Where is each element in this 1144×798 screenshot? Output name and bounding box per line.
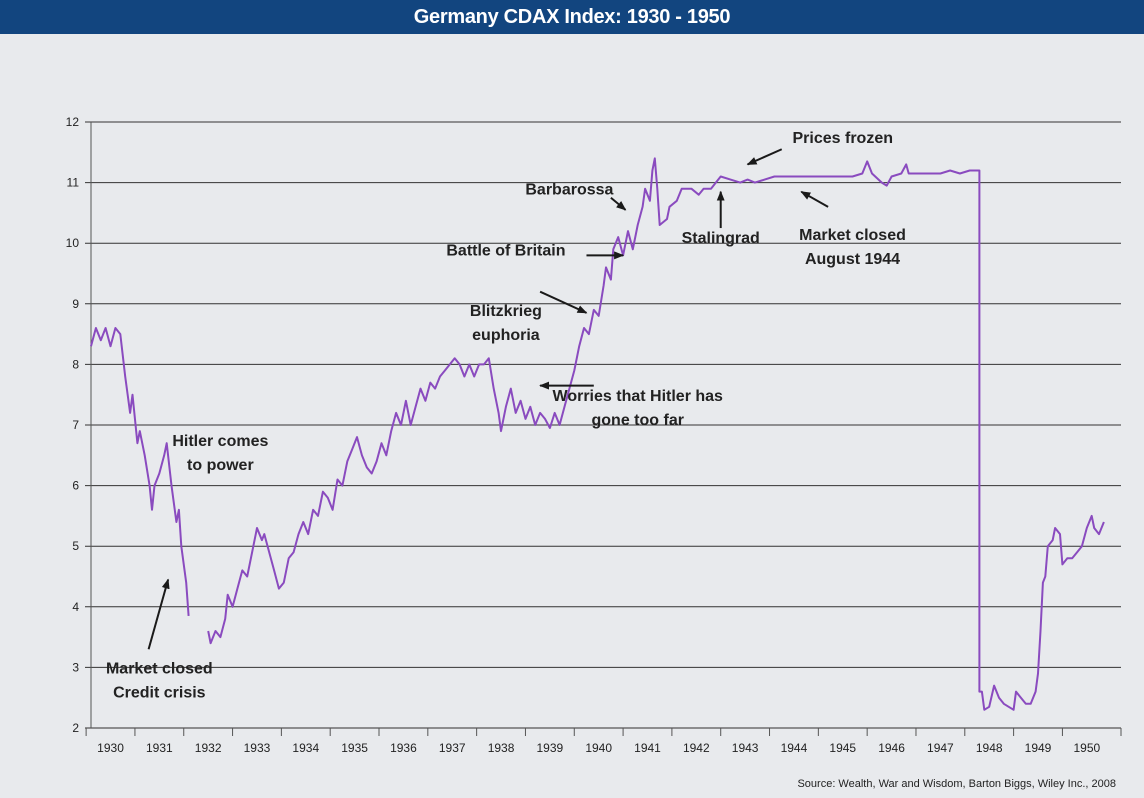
annotation-arrow bbox=[800, 190, 829, 208]
x-tick-label: 1947 bbox=[927, 741, 954, 755]
x-tick-label: 1934 bbox=[292, 741, 319, 755]
x-tick-label: 1937 bbox=[439, 741, 466, 755]
series-line bbox=[90, 327, 190, 616]
annotation-label: Barbarossa bbox=[525, 182, 613, 199]
annotation-label: Stalingrad bbox=[682, 230, 760, 247]
y-tick-label: 2 bbox=[72, 721, 79, 735]
annotation-label: Blitzkrieg euphoria bbox=[470, 303, 542, 344]
series-lines bbox=[90, 157, 1105, 711]
y-tick-label: 5 bbox=[72, 539, 79, 553]
annotations: Hitler comes to power Market closed Credit … bbox=[106, 130, 906, 701]
x-tick-label: 1939 bbox=[537, 741, 564, 755]
x-tick-label: 1940 bbox=[585, 741, 612, 755]
x-tick-label: 1945 bbox=[829, 741, 856, 755]
annotation-label: Market closed Credit crisis bbox=[106, 660, 213, 701]
chart-title: Germany CDAX Index: 1930 - 1950 bbox=[0, 0, 1144, 34]
y-tick-label: 10 bbox=[66, 236, 80, 250]
x-tick-label: 1948 bbox=[976, 741, 1003, 755]
x-tick-label: 1933 bbox=[244, 741, 271, 755]
x-tick-label: 1936 bbox=[390, 741, 417, 755]
annotation-label: Prices frozen bbox=[793, 130, 893, 147]
x-tick-label: 1938 bbox=[488, 741, 515, 755]
annotation-arrow bbox=[539, 290, 588, 314]
x-axis-ticks: 1930 1931 1932 1933 1934 1935 1936 1937 1938 1939… bbox=[85, 728, 1122, 755]
y-tick-label: 8 bbox=[72, 357, 79, 371]
x-tick-label: 1944 bbox=[781, 741, 808, 755]
x-tick-label: 1949 bbox=[1025, 741, 1052, 755]
annotation-label: Market closed August 1944 bbox=[799, 227, 906, 268]
x-tick-label: 1942 bbox=[683, 741, 710, 755]
grid-lines bbox=[85, 121, 1121, 729]
y-tick-label: 11 bbox=[67, 176, 80, 190]
annotation-arrow bbox=[147, 578, 170, 650]
x-tick-label: 1932 bbox=[195, 741, 222, 755]
annotation-arrow bbox=[610, 196, 627, 211]
x-tick-label: 1943 bbox=[732, 741, 759, 755]
y-tick-label: 6 bbox=[72, 479, 79, 493]
annotation-label: Worries that Hitler has gone too far bbox=[553, 388, 724, 429]
y-tick-label: 12 bbox=[66, 115, 80, 129]
annotation-arrow bbox=[746, 148, 783, 166]
x-tick-label: 1950 bbox=[1073, 741, 1100, 755]
x-tick-label: 1941 bbox=[634, 741, 661, 755]
x-tick-label: 1935 bbox=[341, 741, 368, 755]
x-tick-label: 1930 bbox=[97, 741, 124, 755]
annotation-label: Battle of Britain bbox=[446, 242, 565, 259]
source-note: Source: Wealth, War and Wisdom, Barton B… bbox=[797, 778, 1116, 790]
series-line bbox=[207, 157, 1105, 711]
y-tick-label: 7 bbox=[72, 418, 79, 432]
y-tick-label: 9 bbox=[72, 297, 79, 311]
annotation-label: Hitler comes to power bbox=[172, 433, 268, 474]
y-axis-ticks: 2 3 4 5 6 7 8 9 10 11 12 bbox=[66, 115, 80, 735]
y-tick-label: 3 bbox=[72, 660, 79, 674]
x-tick-label: 1931 bbox=[146, 741, 173, 755]
y-tick-label: 4 bbox=[72, 600, 79, 614]
x-tick-label: 1946 bbox=[878, 741, 905, 755]
